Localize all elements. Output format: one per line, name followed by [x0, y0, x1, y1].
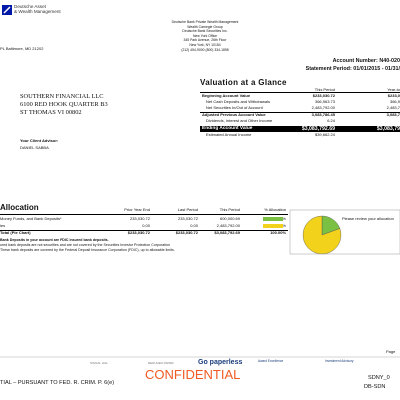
row-label: Money Funds, and Bank Deposits*: [0, 216, 62, 221]
legend-text: TIAL – PURSUANT TO FED. R. CRIM. P. 6(e): [0, 380, 115, 386]
confidential-stamp: CONFIDENTIAL: [145, 367, 241, 382]
allocation-note: Please review your allocation: [342, 216, 394, 221]
row-label: Ending Account Value: [202, 126, 253, 131]
row-value: 2,483,7: [386, 105, 400, 111]
row-label: Net Securities In/Out of Account: [206, 105, 263, 111]
ending-bar: [200, 126, 400, 132]
row-value: $3,083,79: [376, 126, 400, 132]
footnote: Bank Deposits in your account are FDIC i…: [0, 238, 109, 242]
row-value: 0.00: [142, 223, 150, 228]
row-value: 600,000.69: [219, 216, 240, 221]
rule: [0, 214, 288, 216]
row-label: ies: [0, 223, 6, 228]
row-value: 233,030.72: [129, 216, 150, 221]
row-value: 3,083,7: [386, 111, 400, 117]
footer-logo: SIGNAL HILL: [90, 361, 109, 365]
row-value: $233,030.72: [127, 230, 150, 235]
row-value: $233,0: [387, 93, 400, 98]
column-header: % Allocation: [264, 207, 286, 212]
column-header: This Period: [219, 207, 240, 212]
footnote: These bank deposits are covered by the F…: [0, 248, 175, 252]
branch-line: New York Office: [192, 33, 218, 38]
address-line: 6100 RED HOOK QUARTER B3: [20, 101, 108, 108]
row-value: 3,083,786.45: [311, 111, 335, 117]
row-label: Total (Pie Chart): [0, 230, 31, 235]
footer-logo: Go paperless: [198, 359, 243, 366]
logo-text: & Wealth Management: [14, 9, 61, 14]
row-value: $3,083,792.69: [214, 230, 240, 235]
row-label: Beginning Account Value: [202, 93, 251, 98]
rule: [200, 111, 400, 113]
address-line: ST THOMAS VI 00802: [20, 109, 82, 116]
branch-line: Deutsche Bank Private Wealth Management: [171, 20, 239, 24]
office-address: PL Baltimore, MD 21202: [0, 46, 44, 51]
advisor-label: Your Client Advisor:: [20, 138, 59, 143]
row-value: 366,963.73: [314, 99, 335, 105]
logo-text: Deutsche Asset: [14, 4, 46, 9]
row-label: Net Cash Deposits and Withdrawals: [206, 99, 271, 105]
branch-line: 345 Park Avenue, 26th Floor: [183, 38, 227, 43]
branch-line: New York, NY 10154: [189, 43, 221, 47]
column-header: This Period: [314, 87, 335, 92]
row-label: Dividends, Interest and Other Income: [206, 117, 273, 123]
logo-slash: [3, 6, 11, 14]
page-label: Page: [386, 349, 396, 354]
allocation-pie: [302, 215, 342, 255]
footer-logo: REDUCED PAPER: [148, 361, 174, 365]
row-value: 2,483,792.00: [311, 105, 335, 111]
rule: [200, 92, 400, 94]
row-label: Estimated Annual Income: [206, 132, 252, 138]
column-header: Last Period: [177, 207, 198, 212]
row-value: 366,9: [389, 99, 400, 105]
row-value: 2,483,792.00: [216, 223, 240, 228]
branch-line: (212) 454-9000 (800) 334-1898: [181, 47, 229, 52]
column-header: Year-to: [387, 87, 400, 92]
row-value: $233,030.72: [175, 230, 198, 235]
row-value: $39,662.24: [314, 132, 335, 138]
bates-number: SDNY_0: [368, 375, 390, 381]
pie-box: [289, 209, 400, 255]
row-label: Adjusted Previous Account Value: [202, 111, 266, 117]
row-value: $3,083,792.69: [301, 126, 335, 132]
bates-number: DB-SDN: [364, 384, 386, 390]
row-value: 100.00%: [270, 230, 286, 235]
advisor-name: DANIEL SABBA: [20, 145, 49, 150]
legend-swatch: [263, 223, 283, 228]
allocation-title: Allocation: [0, 203, 39, 212]
pie-slice: [302, 215, 342, 255]
valuation-title: Valuation at a Glance: [200, 78, 287, 87]
branch-line: Wealth Carnegie Group: [187, 24, 223, 29]
row-value: 6.24: [327, 117, 335, 123]
footer-logo: Award Excellence: [258, 359, 284, 363]
address-line: SOUTHERN FINANCIAL LLC: [20, 93, 104, 100]
column-header: Prior Year End: [124, 207, 150, 212]
legend-swatch: [263, 216, 283, 221]
row-value: $233,030.72: [312, 93, 335, 98]
branch-line: Deutsche Bank Securities Inc.: [182, 29, 228, 34]
row-value: 0.00: [190, 223, 198, 228]
row-value: 233,030.72: [177, 216, 198, 221]
footnote: ured bank deposits are not securities an…: [0, 243, 170, 247]
statement-period: Statement Period: 01/01/2015 - 01/31/: [305, 66, 400, 72]
account-number: Account Number: N40-020: [332, 58, 400, 64]
footer-logo: Investment Advisory: [325, 359, 354, 363]
rule: [0, 229, 288, 231]
